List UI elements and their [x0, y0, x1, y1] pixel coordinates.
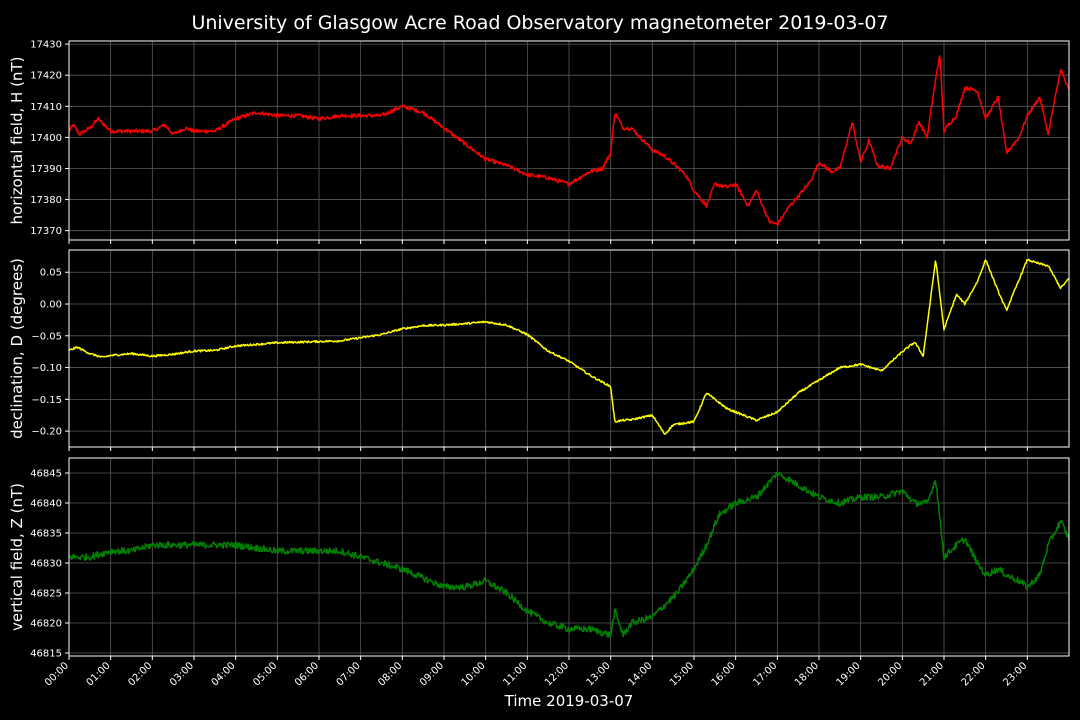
y-tick-label: 46820: [30, 619, 62, 630]
series-line-3: [68, 471, 1070, 638]
panel-frame: [68, 457, 1070, 657]
panel-frame: [68, 40, 1070, 241]
y-tick-label: 0.05: [40, 268, 62, 279]
series-line-2: [68, 258, 1070, 435]
series-line-1: [68, 55, 1070, 226]
y-axis-label: vertical field, Z (nT): [8, 483, 26, 631]
y-tick-label: 17410: [30, 102, 62, 113]
y-tick-label: 46845: [30, 469, 62, 480]
y-axis-label: horizontal field, H (nT): [8, 57, 26, 225]
y-axis-label: declination, D (degrees): [8, 258, 26, 439]
y-tick-label: 0.00: [40, 300, 62, 311]
x-axis-label: Time 2019-03-07: [504, 692, 634, 710]
y-tick-label: 46840: [30, 499, 62, 510]
y-tick-label: 17420: [30, 71, 62, 82]
y-tick-label: 17370: [30, 226, 62, 237]
y-tick-label: 17380: [30, 195, 62, 206]
y-tick-label: 46835: [30, 529, 62, 540]
y-tick-label: 46815: [30, 649, 62, 660]
panel-frame: [68, 249, 1070, 448]
y-tick-label: 46825: [30, 589, 62, 600]
y-tick-label: −0.20: [31, 427, 62, 438]
y-tick-label: 17430: [30, 40, 62, 51]
y-tick-label: −0.15: [31, 395, 62, 406]
y-tick-label: 17400: [30, 133, 62, 144]
panel-2: −0.20 −0.15 −0.10 −0.05 0.00 0.05 declination,…: [8, 249, 1070, 451]
y-tick-label: 17390: [30, 164, 62, 175]
y-tick-label: 46830: [30, 559, 62, 570]
chart-title: University of Glasgow Acre Road Observat…: [191, 12, 888, 34]
y-tick-label: −0.05: [31, 331, 62, 342]
panel-1: 17370 17380 17390 17400 17410 17420 17430 horiz…: [8, 40, 1070, 244]
y-tick-label: −0.10: [31, 363, 62, 374]
